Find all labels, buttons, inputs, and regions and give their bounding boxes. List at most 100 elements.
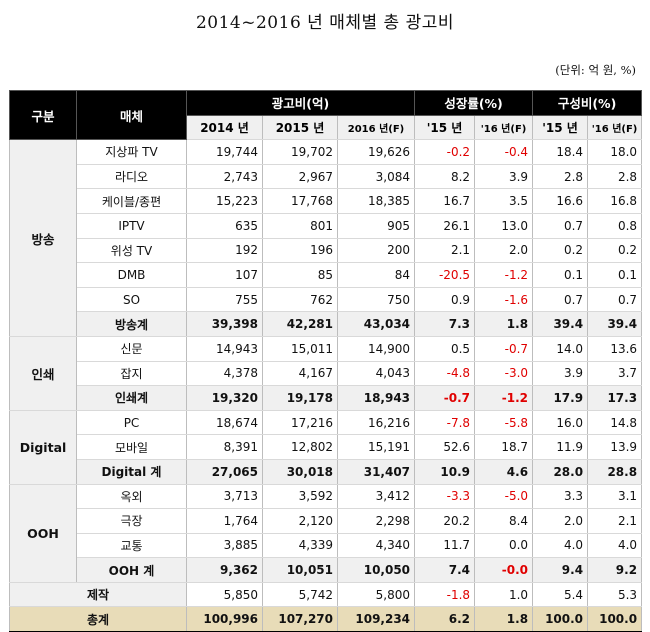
cell-v14: 4,378 <box>186 360 263 387</box>
subtotal-g15: 7.3 <box>414 311 476 337</box>
group-label: 인쇄 <box>9 335 77 411</box>
table-row: 모바일 8,391 12,802 15,191 52.6 18.7 11.9 13.9 <box>10 434 643 460</box>
cell-v16: 18,385 <box>336 188 416 214</box>
cell-v16: 84 <box>336 262 416 288</box>
medium-name: 극장 <box>76 508 187 534</box>
cell-v15: 17,768 <box>262 188 338 214</box>
subtotal-row: 방송계 39,398 42,281 43,034 7.3 1.8 39.4 39.4 <box>10 311 643 337</box>
production-v15: 5,742 <box>262 581 338 608</box>
subtotal-g16: -1.2 <box>474 385 534 411</box>
medium-name: 교통 <box>76 532 187 559</box>
cell-v14: 19,744 <box>186 139 263 165</box>
medium-name: 위성 TV <box>76 237 187 264</box>
cell-g15: 0.9 <box>414 286 476 313</box>
cell-v14: 18,674 <box>186 409 263 436</box>
subtotal-label: Digital 계 <box>76 458 187 485</box>
table-body: 방송 지상파 TV 19,744 19,702 19,626 -0.2 -0.4 18.4 18… <box>9 139 643 632</box>
medium-name: DMB <box>76 262 187 288</box>
table-row: DMB 107 85 84 -20.5 -1.2 0.1 0.1 <box>10 262 643 288</box>
table-row: 극장 1,764 2,120 2,298 20.2 8.4 2.0 2.1 <box>10 508 643 534</box>
production-label: 제작 <box>9 581 187 608</box>
cell-g16: -3.0 <box>474 360 534 387</box>
cell-s15: 0.7 <box>532 286 589 313</box>
cell-g15: 11.7 <box>414 532 476 559</box>
cell-v14: 8,391 <box>186 434 263 460</box>
cell-s16: 3.1 <box>587 483 643 510</box>
subtotal-v15: 10,051 <box>262 557 338 583</box>
cell-s16: 2.8 <box>587 163 643 190</box>
subtotal-v16: 10,050 <box>336 557 416 583</box>
cell-v15: 762 <box>262 286 338 313</box>
subtotal-s15: 28.0 <box>532 458 589 485</box>
medium-name: 신문 <box>76 335 187 362</box>
cell-s16: 14.8 <box>587 409 643 436</box>
cell-v14: 107 <box>186 262 263 288</box>
table-row: 인쇄 신문 14,943 15,011 14,900 0.5 -0.7 14.0 13.6 <box>9 335 643 411</box>
cell-g15: -7.8 <box>414 409 476 436</box>
cell-g15: 8.2 <box>414 163 476 190</box>
cell-g15: 2.1 <box>414 237 476 264</box>
cell-s16: 0.7 <box>587 286 643 313</box>
subtotal-row: OOH 계 9,362 10,051 10,050 7.4 -0.0 9.4 9.2 <box>10 557 643 583</box>
cell-v16: 905 <box>336 212 416 239</box>
header-growth: 성장률(%) <box>414 90 534 116</box>
subtotal-v14: 39,398 <box>186 311 263 337</box>
cell-s15: 16.6 <box>532 188 589 214</box>
subtotal-s16: 39.4 <box>587 311 643 337</box>
cell-g16: 13.0 <box>474 212 534 239</box>
cell-v16: 200 <box>336 237 416 264</box>
cell-g16: -1.6 <box>474 286 534 313</box>
cell-s15: 4.0 <box>532 532 589 559</box>
subtotal-v15: 19,178 <box>262 385 338 411</box>
cell-g16: 0.0 <box>474 532 534 559</box>
cell-v15: 196 <box>262 237 338 264</box>
header-2015: 2015 년 <box>262 114 338 141</box>
subtotal-g16: 1.8 <box>474 311 534 337</box>
medium-name: 케이블/종편 <box>76 188 187 214</box>
subtotal-g15: 7.4 <box>414 557 476 583</box>
subtotal-s15: 39.4 <box>532 311 589 337</box>
cell-v14: 635 <box>186 212 263 239</box>
header-medium: 매체 <box>76 89 187 141</box>
cell-s16: 13.9 <box>587 434 643 460</box>
cell-s15: 0.1 <box>532 262 589 288</box>
production-g16: 1.0 <box>474 581 534 608</box>
subtotal-g15: 10.9 <box>414 458 476 485</box>
cell-v16: 3,412 <box>336 483 416 510</box>
cell-g15: -3.3 <box>414 483 476 510</box>
cell-v15: 17,216 <box>262 409 338 436</box>
cell-v16: 4,340 <box>336 532 416 559</box>
cell-v15: 3,592 <box>262 483 338 510</box>
subtotal-row: 인쇄계 19,320 19,178 18,943 -0.7 -1.2 17.9 17.3 <box>10 385 643 411</box>
unit-note: (단위: 억 원, %) <box>555 63 636 77</box>
cell-s16: 0.2 <box>587 237 643 264</box>
subtotal-s15: 17.9 <box>532 385 589 411</box>
subtotal-s16: 28.8 <box>587 458 643 485</box>
header-share-15: '15 년 <box>532 114 589 141</box>
cell-v16: 14,900 <box>336 335 416 362</box>
cell-g16: 2.0 <box>474 237 534 264</box>
subtotal-s16: 9.2 <box>587 557 643 583</box>
subtotal-s16: 17.3 <box>587 385 643 411</box>
subtotal-v16: 43,034 <box>336 311 416 337</box>
cell-g15: 20.2 <box>414 508 476 534</box>
cell-v16: 3,084 <box>336 163 416 190</box>
subtotal-label: OOH 계 <box>76 557 187 583</box>
cell-v14: 755 <box>186 286 263 313</box>
subtotal-row: Digital 계 27,065 30,018 31,407 10.9 4.6 28.0 28… <box>10 458 643 485</box>
subtotal-s15: 9.4 <box>532 557 589 583</box>
cell-s16: 13.6 <box>587 335 643 362</box>
subtotal-v16: 31,407 <box>336 458 416 485</box>
subtotal-g15: -0.7 <box>414 385 476 411</box>
subtotal-v14: 27,065 <box>186 458 263 485</box>
cell-g16: -5.0 <box>474 483 534 510</box>
cell-s15: 14.0 <box>532 335 589 362</box>
cell-g16: 3.9 <box>474 163 534 190</box>
production-v14: 5,850 <box>186 581 263 608</box>
table-row: 케이블/종편 15,223 17,768 18,385 16.7 3.5 16.6 16.8 <box>10 188 643 214</box>
cell-s16: 0.8 <box>587 212 643 239</box>
cell-v16: 2,298 <box>336 508 416 534</box>
subtotal-v15: 42,281 <box>262 311 338 337</box>
production-s16: 5.3 <box>587 581 643 608</box>
cell-s15: 18.4 <box>532 139 589 165</box>
